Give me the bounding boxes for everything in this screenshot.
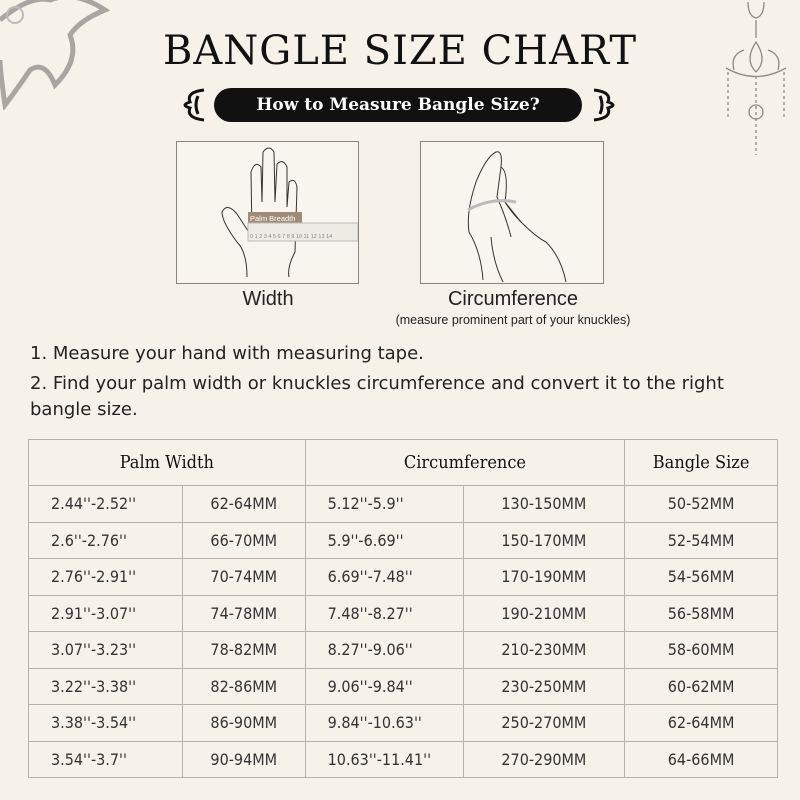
circumference-inches-cell: 8.27''-9.06'' <box>304 631 464 669</box>
palm-width-mm-cell: 74-78MM <box>181 594 306 632</box>
header-bangle-size: Bangle Size <box>624 439 778 486</box>
palm-width-mm-cell: 78-82MM <box>181 631 306 669</box>
circumference-inches-cell: 10.63''-11.41'' <box>304 740 464 778</box>
bangle-size-cell: 62-64MM <box>624 704 778 742</box>
bangle-size-cell: 58-60MM <box>624 631 778 669</box>
table-row: 3.54''-3.7'' 90-94MM 10.63''-11.41'' 270-29… <box>28 740 778 778</box>
width-caption: Width <box>242 288 294 310</box>
bangle-size-cell: 52-54MM <box>624 521 778 559</box>
circumference-inches-cell: 9.06''-9.84'' <box>304 667 464 705</box>
palm-width-mm-cell: 82-86MM <box>181 667 306 705</box>
bangle-size-cell: 54-56MM <box>624 558 778 596</box>
circumference-illustration <box>420 141 604 284</box>
palm-width-inches-cell: 2.44''-2.52'' <box>28 485 183 523</box>
bangle-size-cell: 60-62MM <box>624 667 778 705</box>
circumference-inches-cell: 9.84''-10.63'' <box>304 704 464 742</box>
right-scroll-ornament <box>593 88 615 122</box>
table-row: 3.22''-3.38'' 82-86MM 9.06''-9.84'' 230-250… <box>28 667 778 705</box>
circumference-inches-cell: 7.48''-8.27'' <box>304 594 464 632</box>
ruler-numbers: 0 1 2 3 4 5 6 7 8 9 10 11 12 13 14 <box>250 234 332 240</box>
palm-width-inches-cell: 3.54''-3.7'' <box>28 740 183 778</box>
palm-width-mm-cell: 66-70MM <box>181 521 306 559</box>
size-chart-table: Palm Width Circumference Bangle Size 2.4… <box>28 439 778 778</box>
palm-width-inches-cell: 3.38''-3.54'' <box>28 704 183 742</box>
ruler-label: Palm Breadth <box>250 214 295 223</box>
circumference-mm-cell: 250-270MM <box>462 704 626 742</box>
bangle-size-cell: 50-52MM <box>624 485 778 523</box>
circumference-mm-cell: 150-170MM <box>462 521 626 559</box>
circumference-mm-cell: 210-230MM <box>462 631 626 669</box>
subtitle-banner: How to Measure Bangle Size? <box>214 88 582 122</box>
circumference-mm-cell: 230-250MM <box>462 667 626 705</box>
circumference-mm-cell: 270-290MM <box>462 740 626 778</box>
circumference-inches-cell: 5.9''-6.69'' <box>304 521 464 559</box>
palm-width-mm-cell: 90-94MM <box>181 740 306 778</box>
table-row: 2.44''-2.52'' 62-64MM 5.12''-5.9'' 130-150M… <box>28 485 778 523</box>
hanging-lotus-decoration <box>725 1 787 155</box>
hands-tape-drawing <box>467 151 567 283</box>
circumference-mm-cell: 190-210MM <box>462 594 626 632</box>
table-row: 2.76''-2.91'' 70-74MM 6.69''-7.48'' 170-190… <box>28 558 778 596</box>
page-title: BANGLE SIZE CHART <box>162 28 638 74</box>
palm-width-mm-cell: 70-74MM <box>181 558 306 596</box>
header-circumference: Circumference <box>304 439 626 486</box>
table-row: 3.38''-3.54'' 86-90MM 9.84''-10.63'' 250-27… <box>28 704 778 742</box>
table-row: 3.07''-3.23'' 78-82MM 8.27''-9.06'' 210-230… <box>28 631 778 669</box>
circumference-inches-cell: 6.69''-7.48'' <box>304 558 464 596</box>
circumference-mm-cell: 130-150MM <box>462 485 626 523</box>
step-2: 2. Find your palm width or knuckles circ… <box>30 373 724 420</box>
bangle-size-cell: 64-66MM <box>624 740 778 778</box>
circumference-mm-cell: 170-190MM <box>462 558 626 596</box>
bangle-size-cell: 56-58MM <box>624 594 778 632</box>
palm-width-mm-cell: 62-64MM <box>181 485 306 523</box>
table-row: 2.6''-2.76'' 66-70MM 5.9''-6.69'' 150-170MM… <box>28 521 778 559</box>
table-row: 2.91''-3.07'' 74-78MM 7.48''-8.27'' 190-210… <box>28 594 778 632</box>
lotus-flower-decoration <box>0 0 110 110</box>
palm-width-mm-cell: 86-90MM <box>181 704 306 742</box>
circumference-note: (measure prominent part of your knuckles… <box>395 313 631 327</box>
table-header-row: Palm Width Circumference Bangle Size <box>28 439 778 486</box>
palm-width-inches-cell: 2.76''-2.91'' <box>28 558 183 596</box>
palm-width-inches-cell: 3.07''-3.23'' <box>28 631 183 669</box>
palm-width-inches-cell: 2.6''-2.76'' <box>28 521 183 559</box>
palm-width-inches-cell: 3.22''-3.38'' <box>28 667 183 705</box>
hand-ruler-drawing: Palm Breadth 0 1 2 3 4 5 6 7 8 9 10 11 1… <box>221 147 359 278</box>
palm-width-inches-cell: 2.91''-3.07'' <box>28 594 183 632</box>
left-scroll-ornament <box>183 88 205 122</box>
step-1: 1. Measure your hand with measuring tape… <box>30 343 424 364</box>
header-palm-width: Palm Width <box>28 439 306 486</box>
circumference-inches-cell: 5.12''-5.9'' <box>304 485 464 523</box>
palm-width-illustration: Palm Breadth 0 1 2 3 4 5 6 7 8 9 10 11 1… <box>176 141 359 284</box>
circumference-caption: Circumference <box>447 288 579 310</box>
